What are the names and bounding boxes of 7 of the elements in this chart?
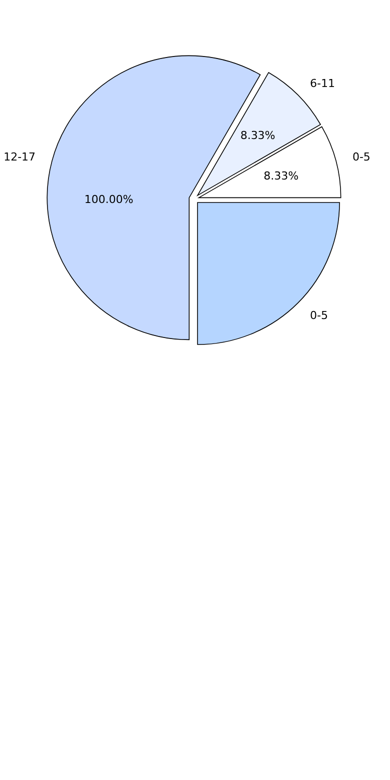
- slice-label: 0-5: [310, 308, 328, 322]
- data-label: 8.33%: [264, 170, 299, 183]
- slice-label: 12-17: [4, 150, 36, 164]
- data-label: 8.33%: [240, 129, 276, 142]
- slice-label: 6-11: [310, 76, 335, 90]
- text: 100.00%: [84, 192, 134, 206]
- slice-label: 0-5: [352, 150, 370, 164]
